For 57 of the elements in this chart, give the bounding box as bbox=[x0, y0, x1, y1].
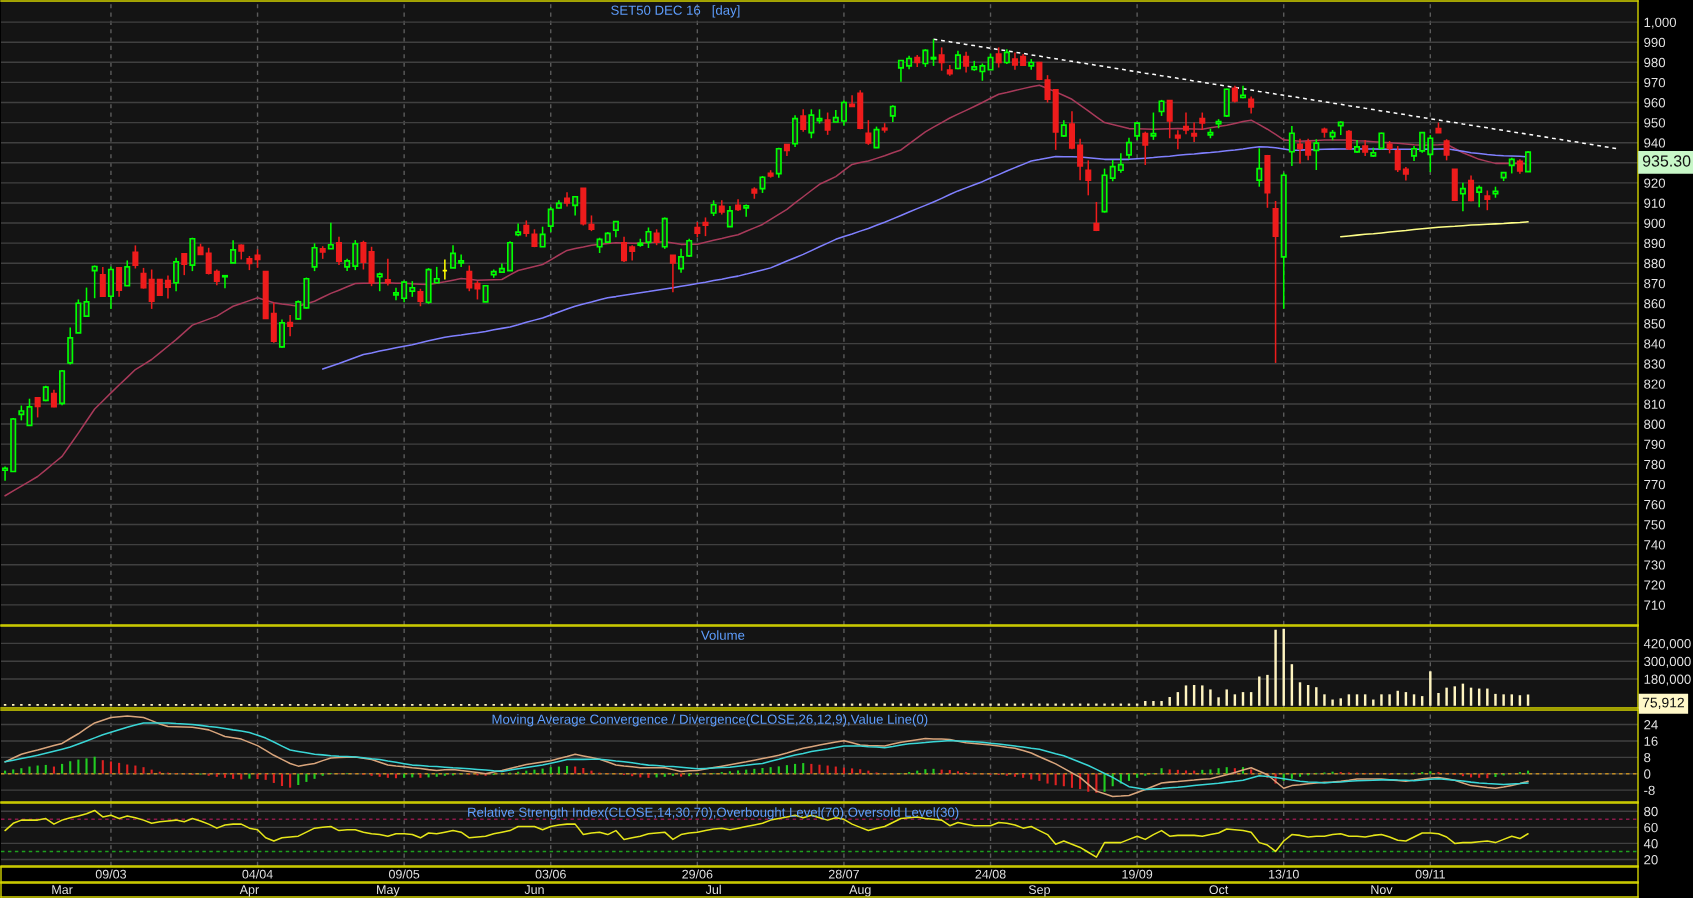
y-tick-label: 900 bbox=[1644, 218, 1666, 228]
category-label: Oct bbox=[1209, 885, 1229, 895]
y-tick-label: 770 bbox=[1644, 479, 1666, 490]
x-tick-label: 09/05 bbox=[388, 869, 420, 879]
y-tick-label: 740 bbox=[1644, 540, 1666, 550]
y-tick-label: 24 bbox=[1644, 720, 1658, 730]
y-tick-label: 800 bbox=[1644, 419, 1666, 429]
y-tick-label: 80 bbox=[1644, 806, 1658, 817]
category-label: Apr bbox=[239, 885, 259, 897]
category-label: Nov bbox=[1371, 885, 1393, 895]
y-tick-label: 850 bbox=[1644, 319, 1666, 329]
y-tick-label: 16 bbox=[1644, 736, 1658, 746]
y-tick-label: 710 bbox=[1644, 600, 1666, 610]
x-tick-label: 29/06 bbox=[682, 869, 713, 879]
chart-title: Relative Strength Index(CLOSE,14,30,70),Overbought Level(70),Oversold Level(30) bbox=[468, 807, 959, 820]
y-tick-label: 40 bbox=[1643, 838, 1658, 849]
x-tick-label: 09/03 bbox=[95, 869, 127, 879]
chart-title: Volume bbox=[700, 630, 745, 640]
y-tick-label: 780 bbox=[1644, 459, 1666, 470]
y-tick-label: 830 bbox=[1644, 359, 1666, 369]
x-tick-label: 28/07 bbox=[828, 869, 859, 879]
y-tick-label: 820 bbox=[1644, 379, 1666, 389]
category-label: May bbox=[377, 885, 400, 897]
y-tick-label: 790 bbox=[1644, 439, 1666, 450]
y-tick-label: 300,000 bbox=[1644, 656, 1691, 668]
x-tick-label: 24/08 bbox=[975, 869, 1006, 879]
x-tick-label: 09/11 bbox=[1415, 869, 1445, 879]
text: 75,912 bbox=[1642, 697, 1684, 710]
y-tick-label: 860 bbox=[1644, 299, 1666, 309]
y-tick-label: 750 bbox=[1644, 520, 1666, 530]
y-tick-label: 20 bbox=[1644, 855, 1658, 865]
y-tick-label: 920 bbox=[1644, 178, 1666, 188]
category-label: Sep bbox=[1028, 885, 1050, 897]
x-tick-label: 04/04 bbox=[242, 869, 273, 879]
y-tick-label: 180,000 bbox=[1644, 674, 1691, 686]
category-label: Aug bbox=[849, 885, 871, 897]
y-tick-label: 8 bbox=[1644, 752, 1651, 763]
y-tick-label: 840 bbox=[1644, 339, 1666, 349]
x-tick-label: 19/09 bbox=[1122, 869, 1153, 879]
x-tick-label: 13/10 bbox=[1269, 869, 1299, 879]
y-tick-label: 60 bbox=[1644, 822, 1658, 833]
y-tick-label: 880 bbox=[1644, 258, 1666, 269]
y-tick-label: 870 bbox=[1644, 278, 1666, 289]
y-tick-label: 720 bbox=[1644, 580, 1666, 590]
y-tick-label: 810 bbox=[1644, 399, 1666, 409]
y-tick-label: 420,000 bbox=[1643, 638, 1691, 650]
y-tick-label: 760 bbox=[1644, 499, 1666, 510]
chart-title: Moving Average Convergence / Divergence(CLOSE,26,12,9),Value Line(0) bbox=[492, 714, 928, 727]
y-tick-label: 910 bbox=[1644, 198, 1666, 208]
y-tick-label: -8 bbox=[1644, 785, 1655, 796]
y-tick-label: 730 bbox=[1644, 560, 1666, 570]
x-tick-label: 03/06 bbox=[535, 869, 566, 879]
category-label: Jun bbox=[524, 885, 544, 895]
y-tick-label: 890 bbox=[1644, 238, 1666, 249]
y-tick-label: 0 bbox=[1644, 769, 1651, 779]
category-label: Mar bbox=[52, 885, 73, 895]
category-label: Jul bbox=[705, 884, 721, 895]
